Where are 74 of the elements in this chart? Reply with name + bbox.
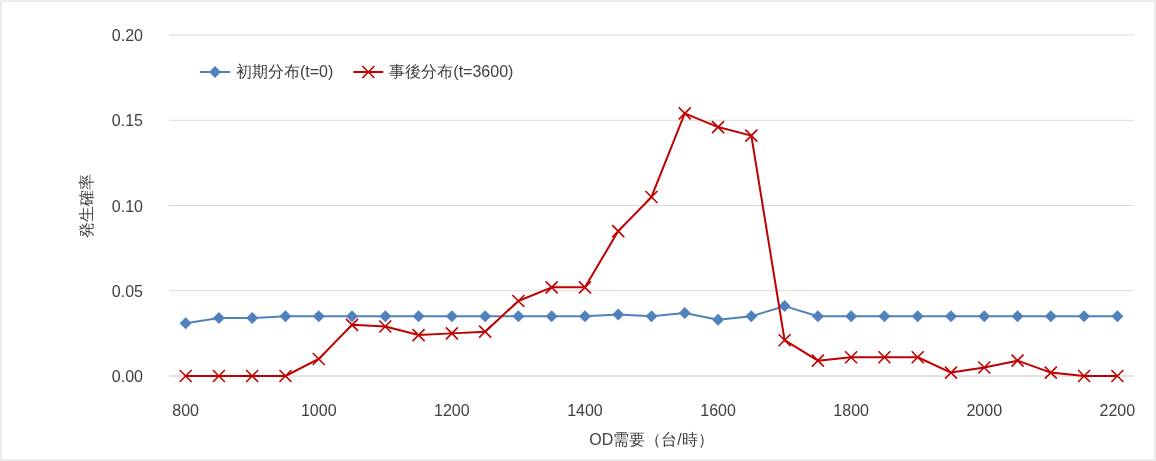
point [212,369,226,383]
point [512,310,525,323]
x-tick-label: 2000 [966,402,1003,419]
x-tick-label: 1800 [833,402,870,419]
point [479,310,492,323]
point [311,352,326,366]
point [1011,310,1024,323]
y-tick-label: 0.00 [111,368,144,385]
point [1010,353,1025,368]
point [545,310,558,323]
point [1044,365,1058,380]
x-tick-label: 1200 [434,402,470,419]
point [411,328,426,342]
y-tick-label: 0.05 [111,282,144,300]
point [511,294,526,308]
x-tick-label: 1600 [700,402,736,419]
point [910,350,925,365]
y-tick-label: 0.15 [111,112,144,130]
point [1044,310,1057,323]
point [878,310,891,323]
point [678,306,691,319]
point [345,318,359,332]
point [844,350,858,365]
point [412,310,425,323]
point [978,310,991,323]
point [877,350,892,365]
legend-label: 初期分布(t=0) [236,63,334,80]
point [744,128,759,143]
x-tick-label: 1400 [567,402,603,419]
point [811,353,825,368]
x-axis-title: OD需要（台/時） [589,431,714,448]
point [578,310,591,323]
x-tick-label: 1000 [300,402,337,419]
point [677,106,692,121]
y-tick-label: 0.10 [111,197,144,215]
point [379,310,392,323]
point [346,310,359,323]
point [977,360,992,375]
point [578,280,592,295]
point [445,326,459,341]
point [378,319,393,334]
point [944,310,957,323]
point [178,369,193,383]
point [312,310,325,323]
point [611,224,626,238]
point [478,324,492,339]
point [645,310,658,323]
point [212,312,225,325]
point [745,310,758,323]
x-tick-label: 2200 [1099,402,1136,419]
point [712,313,725,326]
legend-label: 事後分布(t=3600) [389,63,514,80]
point [777,333,792,347]
point [644,190,659,204]
point [279,310,292,323]
point [246,312,259,325]
point [278,369,293,383]
point [1111,310,1124,323]
point [811,310,824,323]
x-tick-label: 800 [172,402,200,419]
point [179,317,192,330]
point [612,308,625,321]
point [711,120,725,134]
point [845,310,858,323]
point [245,369,259,383]
y-tick-label: 0.20 [111,27,144,44]
point [445,310,458,323]
point [544,280,559,295]
point [1077,369,1091,383]
y-axis-title: 発生確率 [78,173,95,238]
point [1078,310,1091,323]
point [911,310,924,323]
point [944,365,958,380]
point [1110,369,1125,383]
